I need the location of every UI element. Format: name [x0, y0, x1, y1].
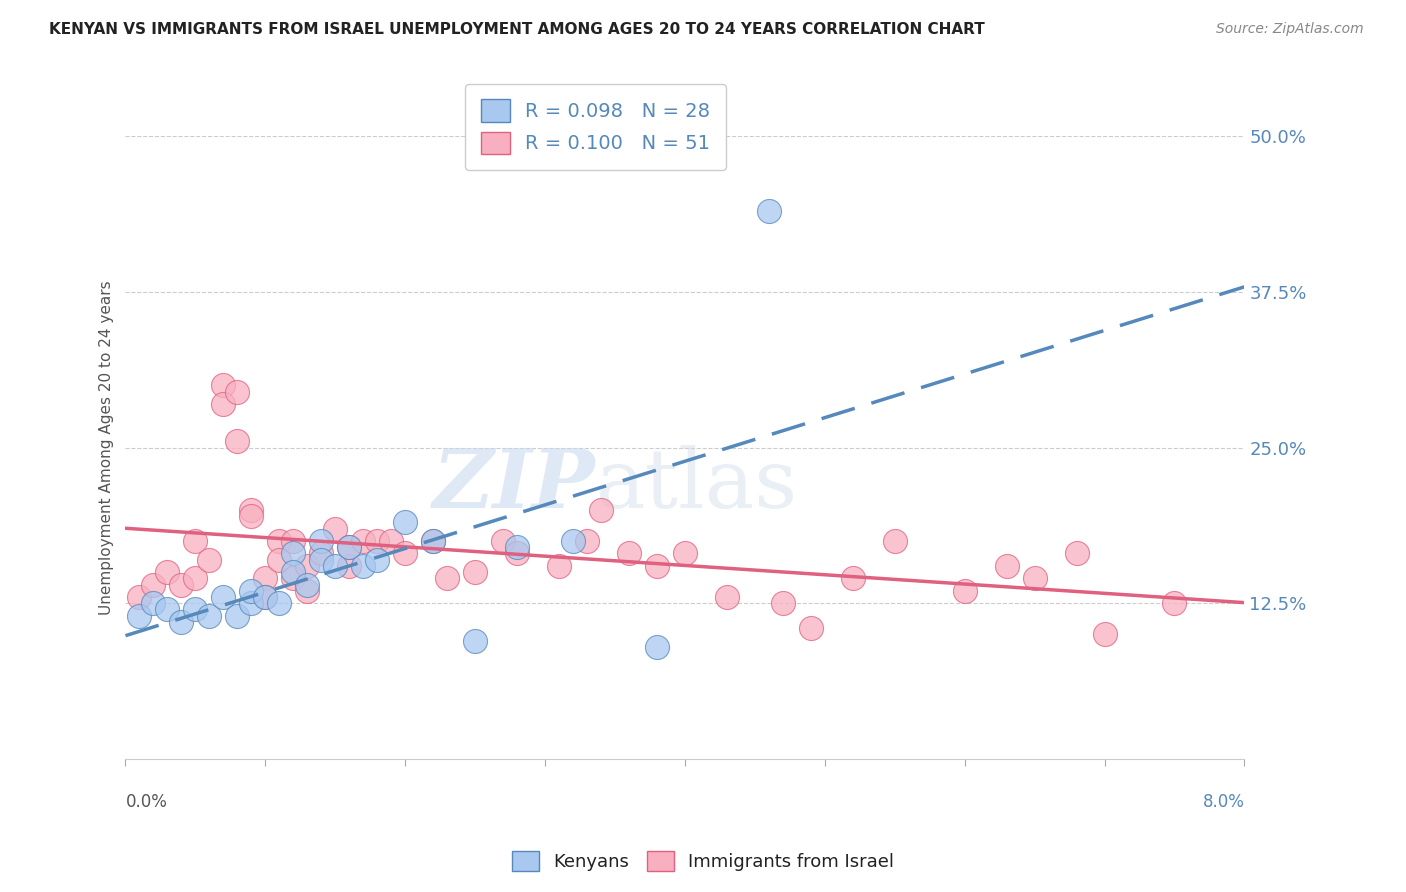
Point [352, 558, 374, 573]
Point [436, 571, 458, 585]
Point [226, 384, 249, 399]
Point [366, 533, 388, 548]
Point [548, 558, 571, 573]
Point [269, 596, 291, 610]
Text: KENYAN VS IMMIGRANTS FROM ISRAEL UNEMPLOYMENT AMONG AGES 20 TO 24 YEARS CORRELAT: KENYAN VS IMMIGRANTS FROM ISRAEL UNEMPLO… [49, 22, 986, 37]
Point [352, 533, 374, 548]
Point [240, 596, 263, 610]
Point [269, 552, 291, 566]
Point [240, 509, 263, 524]
Point [492, 533, 515, 548]
Point [337, 540, 360, 554]
Point [283, 546, 305, 560]
Text: Source: ZipAtlas.com: Source: ZipAtlas.com [1216, 22, 1364, 37]
Point [226, 608, 249, 623]
Point [184, 533, 207, 548]
Point [366, 552, 388, 566]
Point [645, 558, 668, 573]
Point [323, 521, 346, 535]
Point [323, 558, 346, 573]
Point [254, 590, 277, 604]
Point [170, 615, 193, 629]
Point [716, 590, 738, 604]
Point [576, 533, 599, 548]
Point [128, 608, 150, 623]
Point [673, 546, 696, 560]
Text: 0.0%: 0.0% [125, 793, 167, 811]
Point [645, 640, 668, 654]
Point [1066, 546, 1088, 560]
Point [506, 540, 529, 554]
Point [212, 378, 235, 392]
Point [254, 590, 277, 604]
Point [297, 558, 319, 573]
Point [589, 503, 612, 517]
Point [226, 434, 249, 449]
Point [283, 533, 305, 548]
Point [380, 533, 402, 548]
Point [1024, 571, 1046, 585]
Point [311, 546, 333, 560]
Point [842, 571, 865, 585]
Text: 8.0%: 8.0% [1202, 793, 1244, 811]
Point [464, 565, 486, 579]
Point [142, 596, 165, 610]
Point [464, 633, 486, 648]
Point [212, 397, 235, 411]
Point [311, 533, 333, 548]
Point [562, 533, 585, 548]
Point [269, 533, 291, 548]
Point [128, 590, 150, 604]
Point [422, 533, 444, 548]
Point [1094, 627, 1116, 641]
Point [198, 608, 221, 623]
Point [198, 552, 221, 566]
Point [254, 571, 277, 585]
Point [283, 565, 305, 579]
Point [297, 577, 319, 591]
Point [156, 565, 179, 579]
Point [337, 540, 360, 554]
Point [506, 546, 529, 560]
Point [240, 583, 263, 598]
Point [953, 583, 976, 598]
Point [297, 583, 319, 598]
Point [758, 204, 780, 219]
Point [422, 533, 444, 548]
Text: ZIP: ZIP [433, 445, 595, 524]
Legend: Kenyans, Immigrants from Israel: Kenyans, Immigrants from Israel [505, 844, 901, 879]
Point [1163, 596, 1185, 610]
Point [394, 546, 416, 560]
Point [311, 552, 333, 566]
Point [772, 596, 794, 610]
Point [212, 590, 235, 604]
Point [184, 602, 207, 616]
Point [995, 558, 1018, 573]
Point [184, 571, 207, 585]
Point [142, 577, 165, 591]
Point [883, 533, 905, 548]
Point [337, 558, 360, 573]
Point [156, 602, 179, 616]
Y-axis label: Unemployment Among Ages 20 to 24 years: Unemployment Among Ages 20 to 24 years [100, 280, 114, 615]
Point [800, 621, 823, 635]
Point [240, 503, 263, 517]
Text: atlas: atlas [595, 445, 797, 524]
Point [283, 571, 305, 585]
Legend: R = 0.098   N = 28, R = 0.100   N = 51: R = 0.098 N = 28, R = 0.100 N = 51 [465, 84, 725, 169]
Point [617, 546, 640, 560]
Point [394, 516, 416, 530]
Point [170, 577, 193, 591]
